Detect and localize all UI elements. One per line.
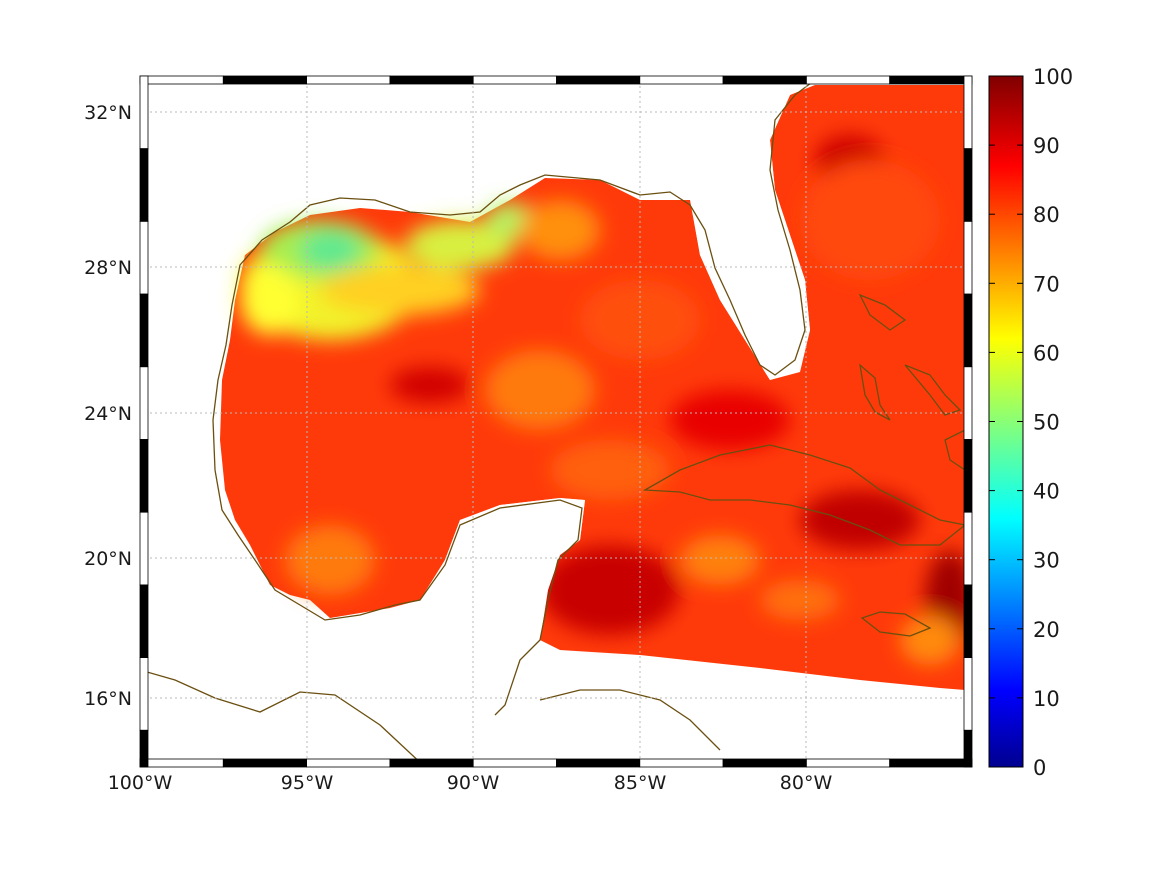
border-segment [389, 75, 474, 85]
colorbar-tick-label: 0 [1033, 756, 1046, 780]
border-segment [963, 584, 973, 659]
border-segment [306, 75, 391, 85]
colorbar-tick-label: 20 [1033, 618, 1060, 642]
yucatan-land [420, 498, 585, 650]
border-segment [639, 75, 724, 85]
border-segment [963, 75, 973, 150]
border-segment [139, 439, 149, 513]
lon-label: 80°W [780, 772, 833, 794]
lat-label: 24°N [84, 403, 132, 425]
border-segment [389, 758, 474, 768]
map-border [139, 75, 973, 768]
colorbar-tick-label: 100 [1033, 65, 1073, 89]
border-segment [472, 75, 557, 85]
border-segment [472, 758, 557, 768]
border-segment [139, 293, 149, 368]
lat-label: 32°N [84, 102, 132, 124]
border-segment [963, 220, 973, 295]
border-segment [963, 366, 973, 440]
border-segment [963, 511, 973, 586]
border-segment [963, 439, 973, 513]
lon-label: 90°W [447, 772, 500, 794]
texas-louisiana-coast [212, 79, 816, 471]
central-america-coast [140, 669, 426, 767]
border-segment [139, 220, 149, 295]
colorbar-tick-label: 40 [1033, 480, 1060, 504]
border-segment [139, 75, 149, 150]
longitude-labels: 100°W 95°W 90°W 85°W 80°W [108, 772, 833, 794]
border-segment [139, 758, 224, 768]
field-structure [240, 135, 972, 665]
lon-label: 85°W [614, 772, 667, 794]
border-segment [963, 729, 973, 768]
jamaica-coast [860, 611, 932, 637]
border-segment [963, 293, 973, 368]
lat-label: 16°N [84, 688, 132, 710]
border-segment [889, 758, 973, 768]
lon-label: 100°W [108, 772, 173, 794]
border-segment [722, 758, 807, 768]
border-segment [222, 758, 308, 768]
colorbar-tick-label: 70 [1033, 272, 1060, 296]
border-segment [556, 758, 641, 768]
lat-label: 20°N [84, 548, 132, 570]
colorbar: 0 10 20 30 40 50 60 70 80 90 100 [988, 65, 1073, 780]
border-segment [306, 758, 391, 768]
colorbar-tick-label: 80 [1033, 203, 1060, 227]
honduras-coast [539, 689, 721, 751]
border-segment [963, 657, 973, 731]
bahamas-coast [858, 293, 962, 421]
border-segment [889, 75, 973, 85]
latitude-labels: 16°N 20°N 24°N 28°N 32°N [84, 102, 132, 710]
colorbar-tick-label: 10 [1033, 687, 1060, 711]
colorbar-labels: 0 10 20 30 40 50 60 70 80 90 100 [1033, 65, 1073, 780]
border-segment [139, 729, 149, 768]
border-segment [222, 75, 308, 85]
lon-label: 95°W [281, 772, 334, 794]
border-segment [806, 758, 891, 768]
coastlines [140, 79, 967, 767]
colorbar-ticks [989, 75, 1023, 768]
border-segment [139, 657, 149, 731]
map-panel [140, 76, 972, 767]
border-segment [963, 148, 973, 222]
mexico-coast [214, 469, 583, 716]
colorbar-tick-label: 60 [1033, 341, 1060, 365]
gridlines [140, 76, 972, 767]
colorbar-tick-label: 30 [1033, 549, 1060, 573]
border-segment [139, 75, 224, 85]
colorbar-tick-label: 50 [1033, 411, 1060, 435]
border-segment [639, 758, 724, 768]
colorbar-tick-label: 90 [1033, 134, 1060, 158]
border-segment [139, 511, 149, 586]
border-segment [722, 75, 807, 85]
border-segment [806, 75, 891, 85]
border-segment [139, 366, 149, 440]
border-segment [139, 148, 149, 222]
lat-label: 28°N [84, 257, 132, 279]
border-segment [556, 75, 641, 85]
border-segment [139, 584, 149, 659]
